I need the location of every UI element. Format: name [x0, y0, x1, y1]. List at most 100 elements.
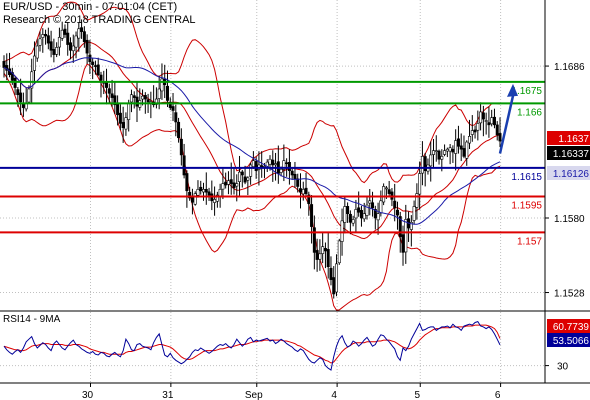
candle-body: [116, 102, 120, 116]
x-tick-label: 5: [414, 390, 420, 400]
candle-body: [129, 94, 133, 103]
candle-body: [113, 95, 117, 106]
candle-body: [274, 163, 278, 166]
candle-body: [66, 32, 70, 45]
candle-body: [30, 71, 34, 89]
candle-body: [287, 162, 291, 171]
candle-body: [16, 89, 20, 96]
current-price-tag: 1.16337: [553, 149, 590, 160]
candle-body: [91, 61, 95, 65]
candle-body: [196, 189, 200, 196]
candle-body: [484, 120, 488, 122]
candle-body: [384, 187, 388, 190]
grid-lines: [0, 0, 545, 383]
y-tick-label: 1.1580: [554, 214, 585, 225]
rsi-value-tag: 53.5066: [553, 336, 590, 347]
candle-body: [38, 38, 42, 46]
candle-body: [143, 95, 147, 100]
rsi-line: [3, 321, 501, 371]
candle-body: [154, 98, 158, 105]
candle-body: [199, 186, 203, 192]
candle-body: [296, 178, 300, 187]
candle-body: [473, 129, 477, 133]
candle-body: [346, 206, 350, 215]
candle-body: [44, 33, 48, 37]
candle-body: [395, 209, 399, 216]
candle-body: [301, 189, 305, 195]
candle-body: [443, 150, 447, 155]
level-label: 1.166: [517, 107, 542, 118]
candle-body: [321, 246, 325, 254]
candle-body: [282, 160, 286, 170]
rsi-value-tag-bg: [547, 333, 590, 347]
candle-body: [335, 263, 339, 293]
candle-body: [107, 88, 111, 94]
candle-body: [409, 222, 413, 230]
candle-body: [207, 191, 211, 196]
candle-body: [157, 88, 161, 99]
candle-body: [251, 160, 255, 167]
rsi-ma-line: [3, 324, 501, 364]
x-tick-label: Sep: [245, 390, 263, 400]
candle-body: [93, 65, 97, 67]
candle-body: [132, 95, 136, 98]
y-tick-label: 1.1686: [554, 62, 585, 73]
candle-body: [69, 42, 73, 51]
candle-body: [10, 72, 14, 81]
x-tick-label: 30: [82, 390, 94, 400]
candle-body: [63, 28, 67, 35]
candle-body: [226, 180, 230, 185]
candle-body: [21, 103, 25, 108]
x-tick-label: 6: [495, 390, 501, 400]
candle-body: [85, 39, 89, 54]
candle-body: [96, 64, 100, 75]
candle-body: [332, 277, 336, 295]
candle-body: [337, 240, 341, 264]
candle-body: [49, 41, 53, 51]
candle-body: [434, 150, 438, 152]
candle-body: [293, 173, 297, 180]
candle-body: [498, 133, 502, 142]
candle-body: [240, 171, 244, 176]
x-tick-label: 31: [162, 390, 174, 400]
candle-body: [71, 45, 75, 52]
candle-body: [232, 182, 236, 189]
x-tick-label: 4: [331, 390, 337, 400]
bollinger-upper: [3, 1, 501, 184]
candle-body: [19, 92, 23, 103]
candle-body: [146, 99, 150, 103]
candle-body: [110, 93, 114, 98]
candle-body: [179, 138, 183, 156]
candle-body: [135, 96, 139, 107]
candle-body: [468, 136, 472, 144]
candle-body: [470, 130, 474, 135]
candle-body: [204, 188, 208, 193]
candle-body: [46, 35, 50, 44]
candle-body: [215, 194, 219, 202]
moving-average: [3, 57, 501, 225]
candle-body: [379, 200, 383, 214]
candle-body: [298, 188, 302, 193]
level-label: 1.157: [517, 236, 542, 247]
forecast-arrow-head: [507, 83, 518, 97]
moving-average-line: [3, 57, 501, 225]
candle-body: [445, 148, 449, 152]
candle-body: [429, 154, 433, 167]
candle-body: [404, 219, 408, 253]
candle-body: [351, 219, 355, 224]
candle-body: [177, 121, 181, 139]
candle-body: [238, 171, 242, 182]
candle-body: [318, 253, 322, 260]
candle-body: [218, 189, 222, 197]
rsi-ma-value-tag-bg: [547, 319, 590, 333]
rsi-title: RSI14 - 9MA: [3, 314, 61, 325]
candle-body: [13, 77, 17, 88]
candle-body: [57, 37, 61, 48]
candle-body: [229, 179, 233, 184]
candle-body: [249, 164, 253, 177]
forecast-arrow: [498, 83, 518, 154]
candle-body: [182, 155, 186, 176]
candle-body: [190, 196, 194, 203]
candle-body: [423, 156, 427, 171]
